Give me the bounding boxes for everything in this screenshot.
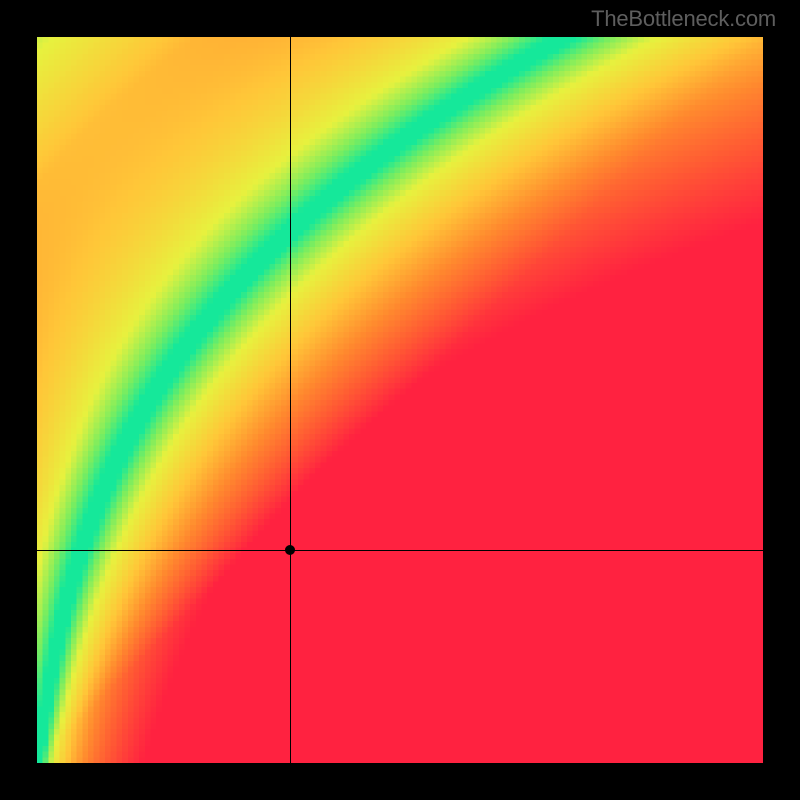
watermark-text: TheBottleneck.com [591,6,776,32]
heatmap-canvas [37,37,763,763]
marker-dot [285,545,295,555]
crosshair-horizontal [37,550,763,551]
heatmap-plot [37,37,763,763]
crosshair-vertical [290,37,291,763]
